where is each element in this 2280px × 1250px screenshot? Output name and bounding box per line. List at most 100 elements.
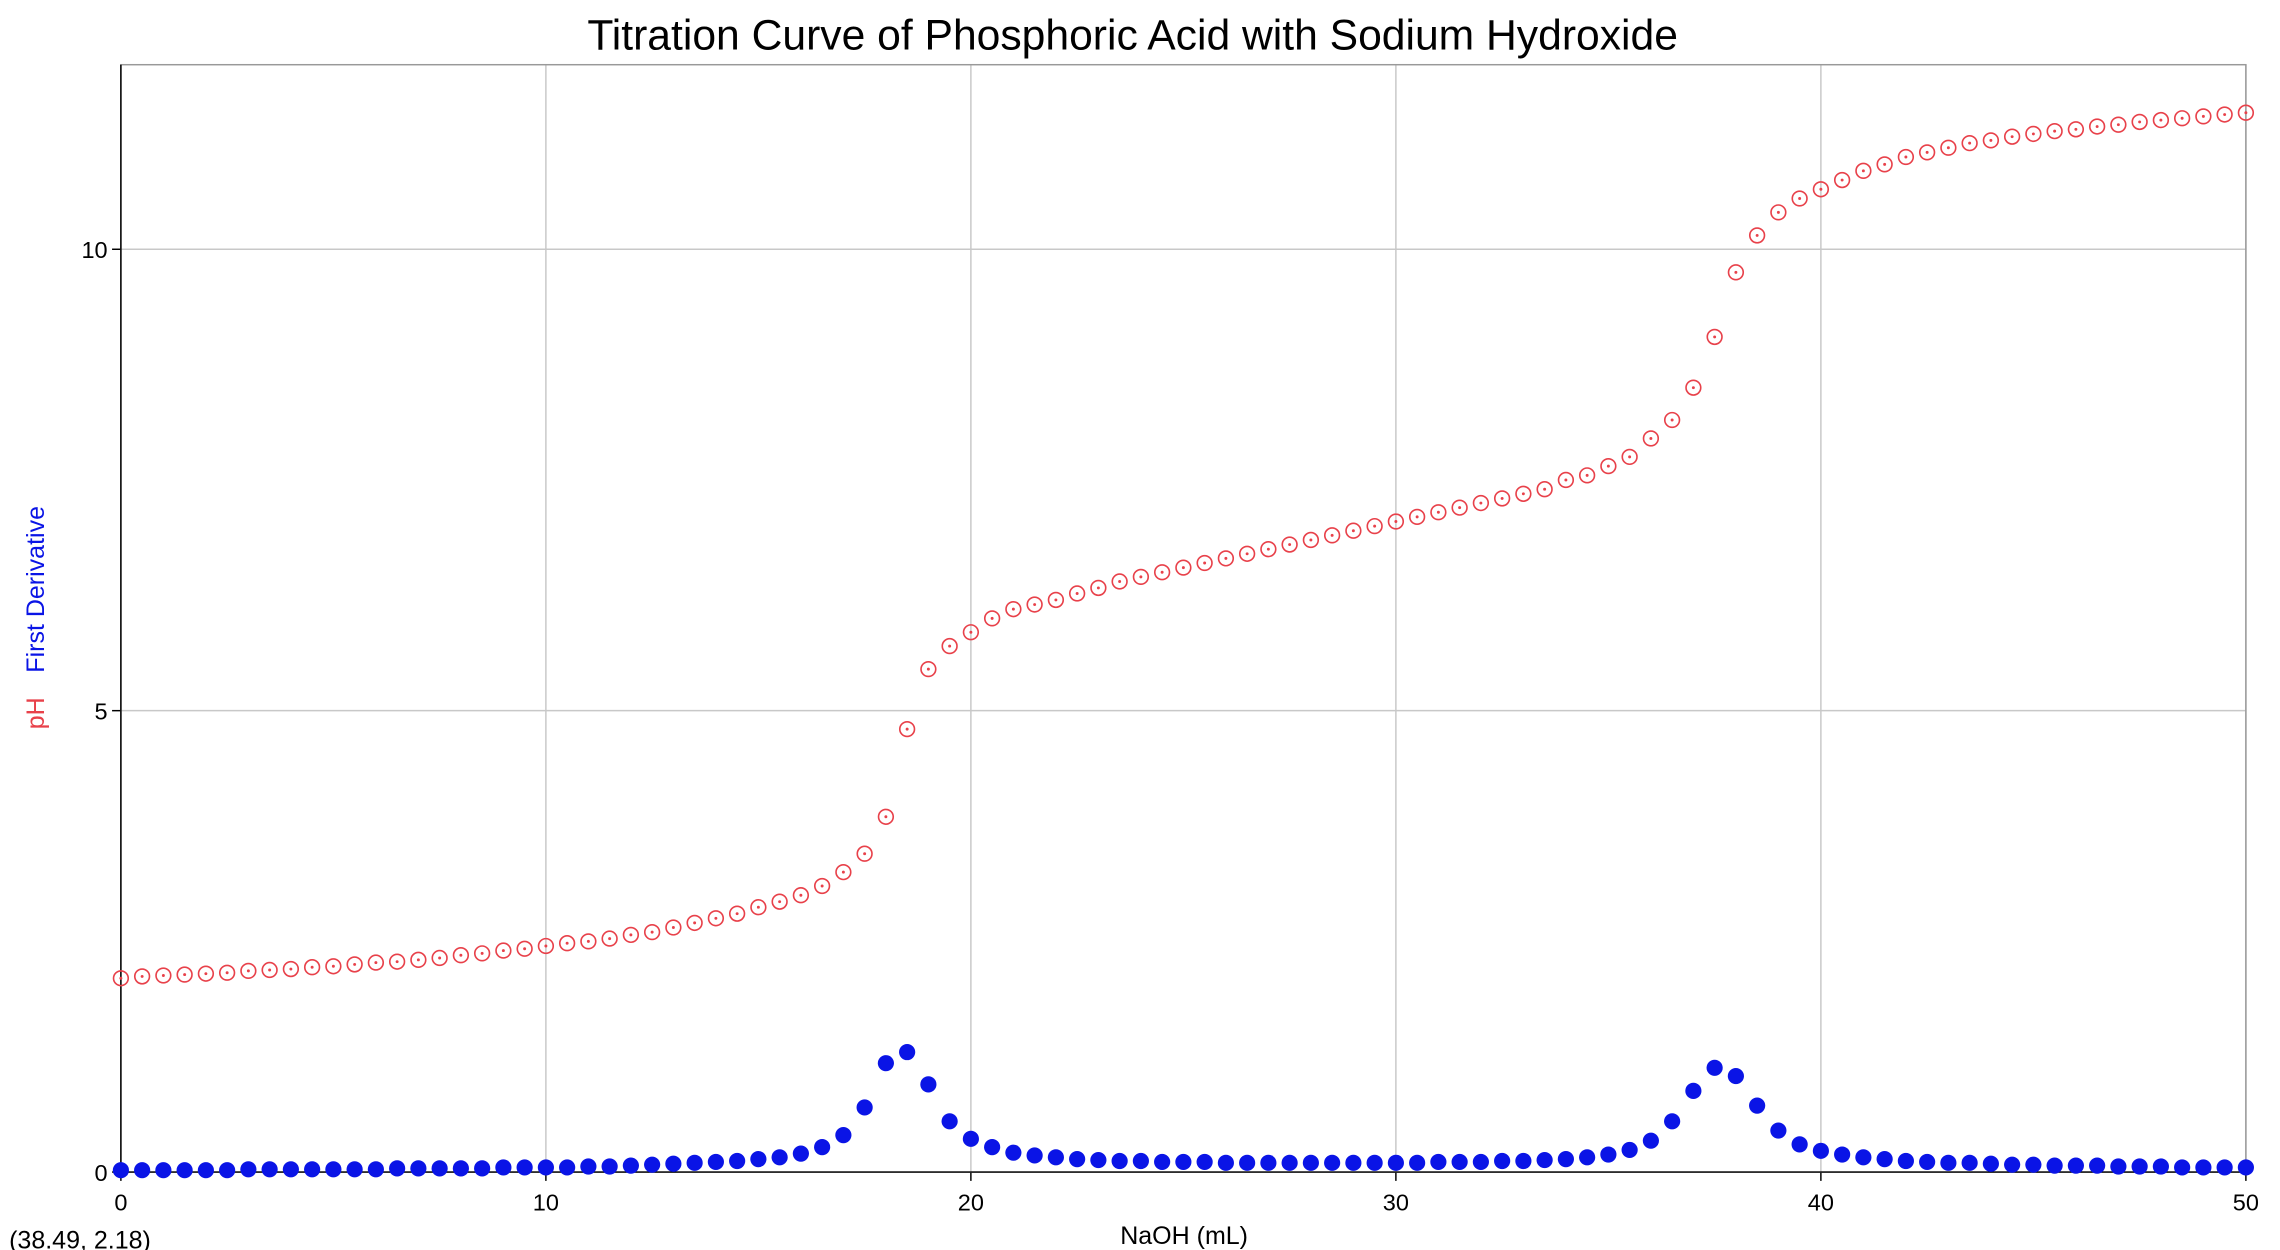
point bbox=[2067, 1157, 2084, 1174]
point bbox=[1196, 1153, 1213, 1170]
point bbox=[240, 1161, 257, 1178]
point bbox=[1175, 1153, 1192, 1170]
point-dot bbox=[2053, 129, 2057, 133]
point bbox=[644, 1156, 661, 1173]
point bbox=[218, 964, 236, 981]
point-dot bbox=[608, 937, 612, 941]
point bbox=[2152, 1158, 2169, 1175]
point bbox=[240, 962, 257, 980]
x-tick-label: 40 bbox=[1808, 1189, 1834, 1215]
point-dot bbox=[1691, 386, 1695, 390]
point bbox=[389, 1160, 406, 1177]
x-tick-label: 50 bbox=[2233, 1189, 2259, 1215]
point bbox=[431, 1160, 448, 1177]
point bbox=[750, 899, 767, 916]
point bbox=[984, 1139, 1001, 1156]
point-ring bbox=[622, 926, 640, 944]
point-ring bbox=[367, 954, 385, 971]
point-ring bbox=[813, 877, 831, 895]
point bbox=[1685, 1082, 1702, 1099]
point bbox=[1430, 1153, 1447, 1170]
point bbox=[1047, 1149, 1064, 1166]
point-dot bbox=[1224, 556, 1228, 560]
point-ring bbox=[1515, 485, 1532, 502]
point bbox=[474, 1160, 491, 1177]
point bbox=[558, 935, 576, 952]
point-dot bbox=[1373, 524, 1377, 528]
point-dot bbox=[565, 941, 569, 945]
point bbox=[1026, 596, 1043, 613]
point bbox=[176, 966, 193, 983]
point-ring bbox=[473, 945, 491, 962]
point-dot bbox=[905, 727, 909, 731]
point bbox=[1409, 1154, 1426, 1171]
point-dot bbox=[1351, 529, 1355, 533]
point-dot bbox=[1139, 575, 1143, 579]
point-dot bbox=[501, 949, 505, 953]
point bbox=[792, 1145, 809, 1162]
point-dot bbox=[2244, 111, 2248, 115]
point bbox=[304, 1161, 321, 1178]
point-dot bbox=[1203, 561, 1207, 565]
point-ring bbox=[1111, 573, 1128, 590]
point-dot bbox=[1309, 538, 1313, 542]
point bbox=[813, 877, 831, 895]
point-dot bbox=[119, 976, 123, 980]
point bbox=[1026, 1147, 1043, 1164]
point bbox=[1663, 411, 1681, 429]
point bbox=[665, 1155, 682, 1172]
point bbox=[303, 959, 321, 976]
point-dot bbox=[1075, 591, 1079, 595]
point bbox=[1770, 204, 1787, 221]
point-ring bbox=[1940, 139, 1957, 156]
point-ring bbox=[1217, 550, 1235, 567]
point bbox=[1706, 1059, 1723, 1076]
point bbox=[495, 942, 512, 959]
point-dot bbox=[1011, 607, 1015, 611]
point-dot bbox=[1288, 543, 1292, 547]
point-dot bbox=[884, 815, 888, 819]
point-dot bbox=[480, 951, 484, 955]
point bbox=[1557, 471, 1575, 489]
point-dot bbox=[2223, 113, 2227, 117]
point bbox=[1642, 430, 1660, 447]
point-ring bbox=[1748, 227, 1766, 244]
point-dot bbox=[714, 916, 718, 920]
point-dot bbox=[438, 956, 442, 960]
point-ring bbox=[686, 914, 703, 932]
point-ring bbox=[1090, 579, 1107, 597]
point-dot bbox=[1436, 510, 1440, 514]
point-ring bbox=[1557, 471, 1575, 489]
point-ring bbox=[898, 720, 916, 738]
point-ring bbox=[303, 959, 321, 976]
point-dot bbox=[2159, 118, 2163, 122]
point bbox=[176, 1162, 193, 1179]
point-dot bbox=[629, 933, 633, 937]
point-ring bbox=[580, 933, 597, 950]
point bbox=[1451, 1153, 1468, 1170]
point bbox=[1812, 181, 1830, 198]
point-dot bbox=[926, 667, 930, 671]
point bbox=[941, 637, 958, 655]
point bbox=[1047, 591, 1065, 609]
point-dot bbox=[1585, 473, 1589, 477]
point-dot bbox=[2180, 116, 2184, 120]
point-ring bbox=[728, 905, 746, 922]
point-dot bbox=[310, 965, 314, 969]
point bbox=[282, 1161, 299, 1178]
point-dot bbox=[778, 900, 782, 904]
point bbox=[1472, 1153, 1489, 1170]
x-tick-label: 20 bbox=[958, 1189, 984, 1215]
y-axis-label: pH First Derivative bbox=[22, 506, 50, 729]
point-ring bbox=[388, 953, 406, 970]
point-dot bbox=[1883, 162, 1887, 166]
point-dot bbox=[1713, 335, 1717, 339]
chart-title: Titration Curve of Phosphoric Acid with … bbox=[587, 12, 1678, 60]
point-ring bbox=[665, 919, 682, 936]
point bbox=[877, 1055, 894, 1072]
point bbox=[1536, 1151, 1553, 1169]
point-ring bbox=[1812, 181, 1830, 198]
point bbox=[112, 970, 130, 987]
point bbox=[1239, 1154, 1256, 1171]
point bbox=[1005, 1144, 1022, 1161]
